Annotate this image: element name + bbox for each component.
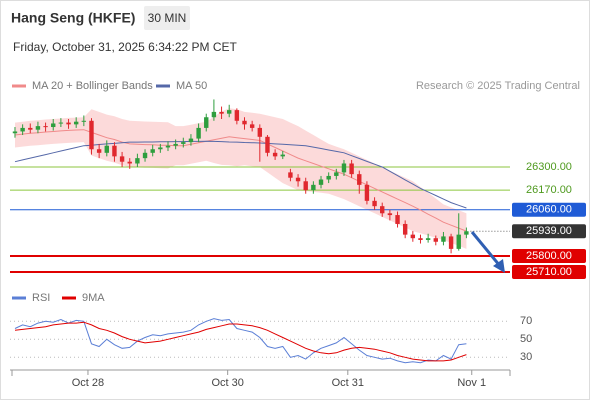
candle-body — [66, 122, 71, 125]
arrow-head — [493, 259, 505, 273]
level-label: 25800.00 — [526, 250, 572, 262]
x-tick-label: Oct 31 — [332, 377, 364, 389]
plot: MA 20 + Bollinger Bands MA 50 26300.00 2617… — [10, 80, 586, 389]
level-box — [512, 202, 586, 217]
level-box — [512, 248, 586, 263]
candle-body — [242, 120, 247, 125]
candle-body — [43, 126, 48, 128]
candle-body — [188, 138, 194, 143]
candle-body — [127, 161, 132, 164]
candle-body — [96, 149, 102, 153]
level-box — [512, 224, 586, 239]
candle-body — [448, 236, 454, 249]
legend-label: MA 20 + Bollinger Bands — [32, 80, 153, 92]
candle-body — [35, 126, 41, 130]
candle-body — [165, 145, 171, 148]
y-tick-label: 70 — [520, 315, 532, 327]
candle-body — [311, 184, 316, 191]
candle-body — [303, 181, 308, 191]
candle-body — [51, 123, 56, 128]
rsi-line — [14, 318, 467, 364]
y-tick-label: 30 — [520, 351, 532, 363]
candle-body — [433, 238, 438, 242]
candle-body — [410, 234, 416, 239]
candle-body — [280, 154, 285, 157]
candle-body — [372, 200, 377, 207]
title: Hang Seng (HKFE) — [11, 10, 135, 26]
candle-body — [402, 223, 408, 235]
interval: 30 MIN — [148, 11, 187, 25]
candle-body — [58, 122, 64, 124]
candle-body — [158, 147, 163, 150]
level-box — [512, 264, 586, 279]
candle-body — [81, 120, 87, 122]
legend-label: 9MA — [82, 292, 105, 304]
candle-body — [441, 236, 446, 242]
candle-body — [142, 152, 148, 159]
candle-body — [204, 117, 209, 128]
level-label: 26170.00 — [526, 184, 572, 196]
level-label: 26300.00 — [526, 161, 572, 173]
candle-body — [181, 142, 186, 144]
candle-body — [28, 127, 33, 130]
candle-body — [104, 145, 109, 153]
legend-label: MA 50 — [176, 80, 207, 92]
candle-body — [364, 184, 370, 201]
y-tick-label: 50 — [520, 333, 532, 345]
candle-body — [265, 136, 270, 153]
x-tick-label: Oct 28 — [72, 377, 104, 389]
candle-body — [112, 145, 117, 157]
forecast-arrow — [470, 231, 502, 267]
candle-body — [341, 163, 347, 173]
credit: Research © 2025 Trading Central — [416, 80, 580, 92]
level-label: 25939.00 — [526, 225, 572, 237]
candle-body — [380, 206, 385, 214]
candle-body — [234, 110, 240, 121]
candle-body — [119, 156, 125, 162]
candle-body — [211, 111, 217, 118]
interval-badge — [144, 6, 190, 30]
candle-body — [456, 234, 461, 249]
candle-body — [20, 127, 25, 132]
candle-body — [196, 127, 201, 139]
candle-body — [249, 124, 255, 128]
candle-body — [150, 149, 155, 153]
candle-body — [387, 213, 393, 216]
candle-body — [357, 174, 362, 185]
candle-body — [418, 238, 423, 240]
candle-body — [173, 143, 178, 146]
candle-body — [334, 172, 339, 176]
candle-body — [89, 120, 94, 150]
candle-body — [227, 110, 232, 114]
candle-body — [318, 179, 324, 185]
candle-body — [272, 152, 278, 157]
candle-body — [349, 163, 354, 175]
x-tick-label: Oct 30 — [211, 377, 243, 389]
level-label: 26060.00 — [526, 204, 572, 216]
candle-body — [73, 121, 79, 125]
legend-label: RSI — [32, 292, 50, 304]
candle-body — [464, 231, 469, 235]
candle-body — [395, 215, 400, 224]
candle-body — [425, 238, 431, 240]
candle-body — [288, 172, 293, 178]
timestamp: Friday, October 31, 2025 6:34:22 PM CET — [13, 40, 238, 54]
level-label: 25710.00 — [526, 266, 572, 278]
rsi-line — [14, 321, 467, 362]
candle-body — [12, 131, 18, 134]
x-tick-label: Nov 1 — [457, 377, 486, 389]
candle-body — [135, 158, 140, 164]
candle-body — [326, 175, 331, 180]
candle-body — [295, 177, 301, 182]
candle-body — [257, 127, 263, 137]
candle-body — [219, 111, 224, 114]
